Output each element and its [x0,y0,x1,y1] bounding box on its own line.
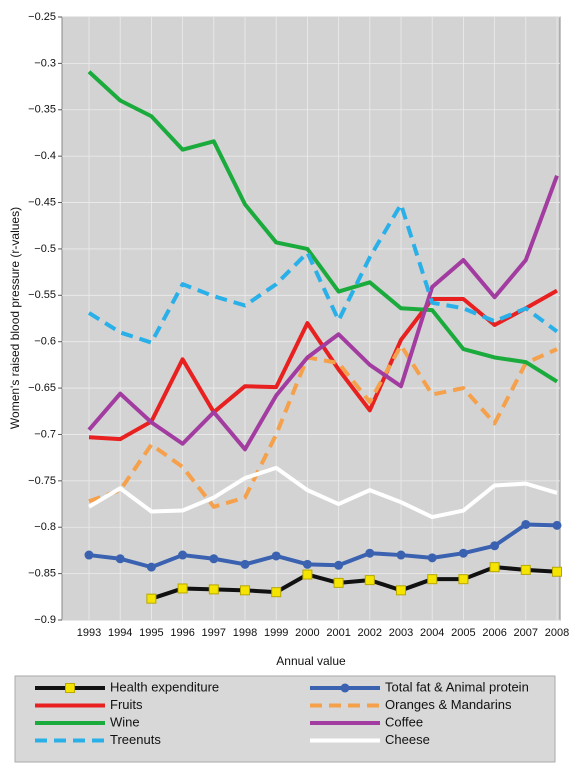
x-tick-label: 1995 [139,627,163,639]
series-line [88,522,558,570]
x-tick-label: 2006 [482,627,506,639]
marker [521,519,531,529]
marker [396,585,406,596]
y-tick-label: −0.55 [28,289,56,301]
marker [115,554,125,564]
x-tick-label: 2005 [451,627,475,639]
marker [520,564,531,575]
legend-label: Cheese [385,732,430,747]
y-tick-label: −0.4 [34,150,56,162]
marker [209,554,219,564]
x-tick-label: 1999 [264,627,288,639]
marker [178,550,188,560]
legend [14,675,556,763]
x-tick-label: 2001 [326,627,350,639]
legend-label: Total fat & Animal protein [385,679,529,694]
marker [84,550,94,560]
y-tick-label: −0.65 [28,382,56,394]
series-line [87,70,559,384]
x-tick-label: 2008 [545,627,569,639]
y-tick-label: −0.8 [34,521,56,533]
marker [364,575,375,586]
y-tick-label: −0.7 [34,428,56,440]
marker [552,566,562,577]
y-tick-label: −0.9 [34,614,56,626]
x-axis-label: Annual value [276,654,346,668]
marker [302,569,313,580]
x-tick-label: 1997 [202,627,226,639]
marker [552,520,562,530]
x-tick-label: 1994 [108,627,132,639]
y-tick-label: −0.3 [34,57,56,69]
x-tick-label: 2007 [514,627,538,639]
y-tick-label: −0.6 [34,336,56,348]
marker [240,559,250,569]
marker [146,562,156,572]
marker [177,583,188,594]
marker [271,551,281,561]
marker [208,584,219,595]
legend-label: Treenuts [110,732,161,747]
y-tick-label: −0.5 [34,243,56,255]
legend-label: Health expenditure [110,679,219,694]
y-tick-label: −0.45 [28,196,56,208]
marker [490,541,500,551]
x-tick-label: 2002 [358,627,382,639]
marker [396,550,406,560]
marker [334,560,344,570]
marker [365,548,375,558]
x-tick-label: 2000 [295,627,319,639]
plot-area [61,16,561,621]
marker [427,553,437,563]
legend-marker [65,683,75,693]
y-tick-label: −0.75 [28,475,56,487]
legend-items: Health expenditure Total fat & Animal pro… [35,679,529,747]
y-axis-label: Women's raised blood pressure (r-values) [8,207,22,429]
marker [458,548,468,558]
marker [458,574,469,585]
x-tick-label: 2004 [420,627,444,639]
legend-label: Oranges & Mandarins [385,697,512,712]
series-line [87,174,559,452]
marker [240,585,250,596]
legend-label: Fruits [110,697,143,712]
marker [302,559,312,569]
legend-label: Wine [110,714,140,729]
x-tick-label: 1993 [77,627,101,639]
marker [489,562,500,573]
y-tick-label: −0.25 [28,11,56,23]
series-line [150,565,558,601]
x-tick-label: 1998 [233,627,257,639]
series-line [87,202,559,345]
x-tick-label: 2003 [389,627,413,639]
y-tick-label: −0.35 [28,104,56,116]
marker [333,577,344,588]
marker [427,574,438,585]
y-tick-label: −0.85 [28,568,56,580]
legend-label: Coffee [385,714,423,729]
marker [146,593,157,604]
x-tick-label: 1996 [170,627,194,639]
marker [271,587,282,598]
series-line [87,465,558,520]
legend-marker [340,683,350,693]
